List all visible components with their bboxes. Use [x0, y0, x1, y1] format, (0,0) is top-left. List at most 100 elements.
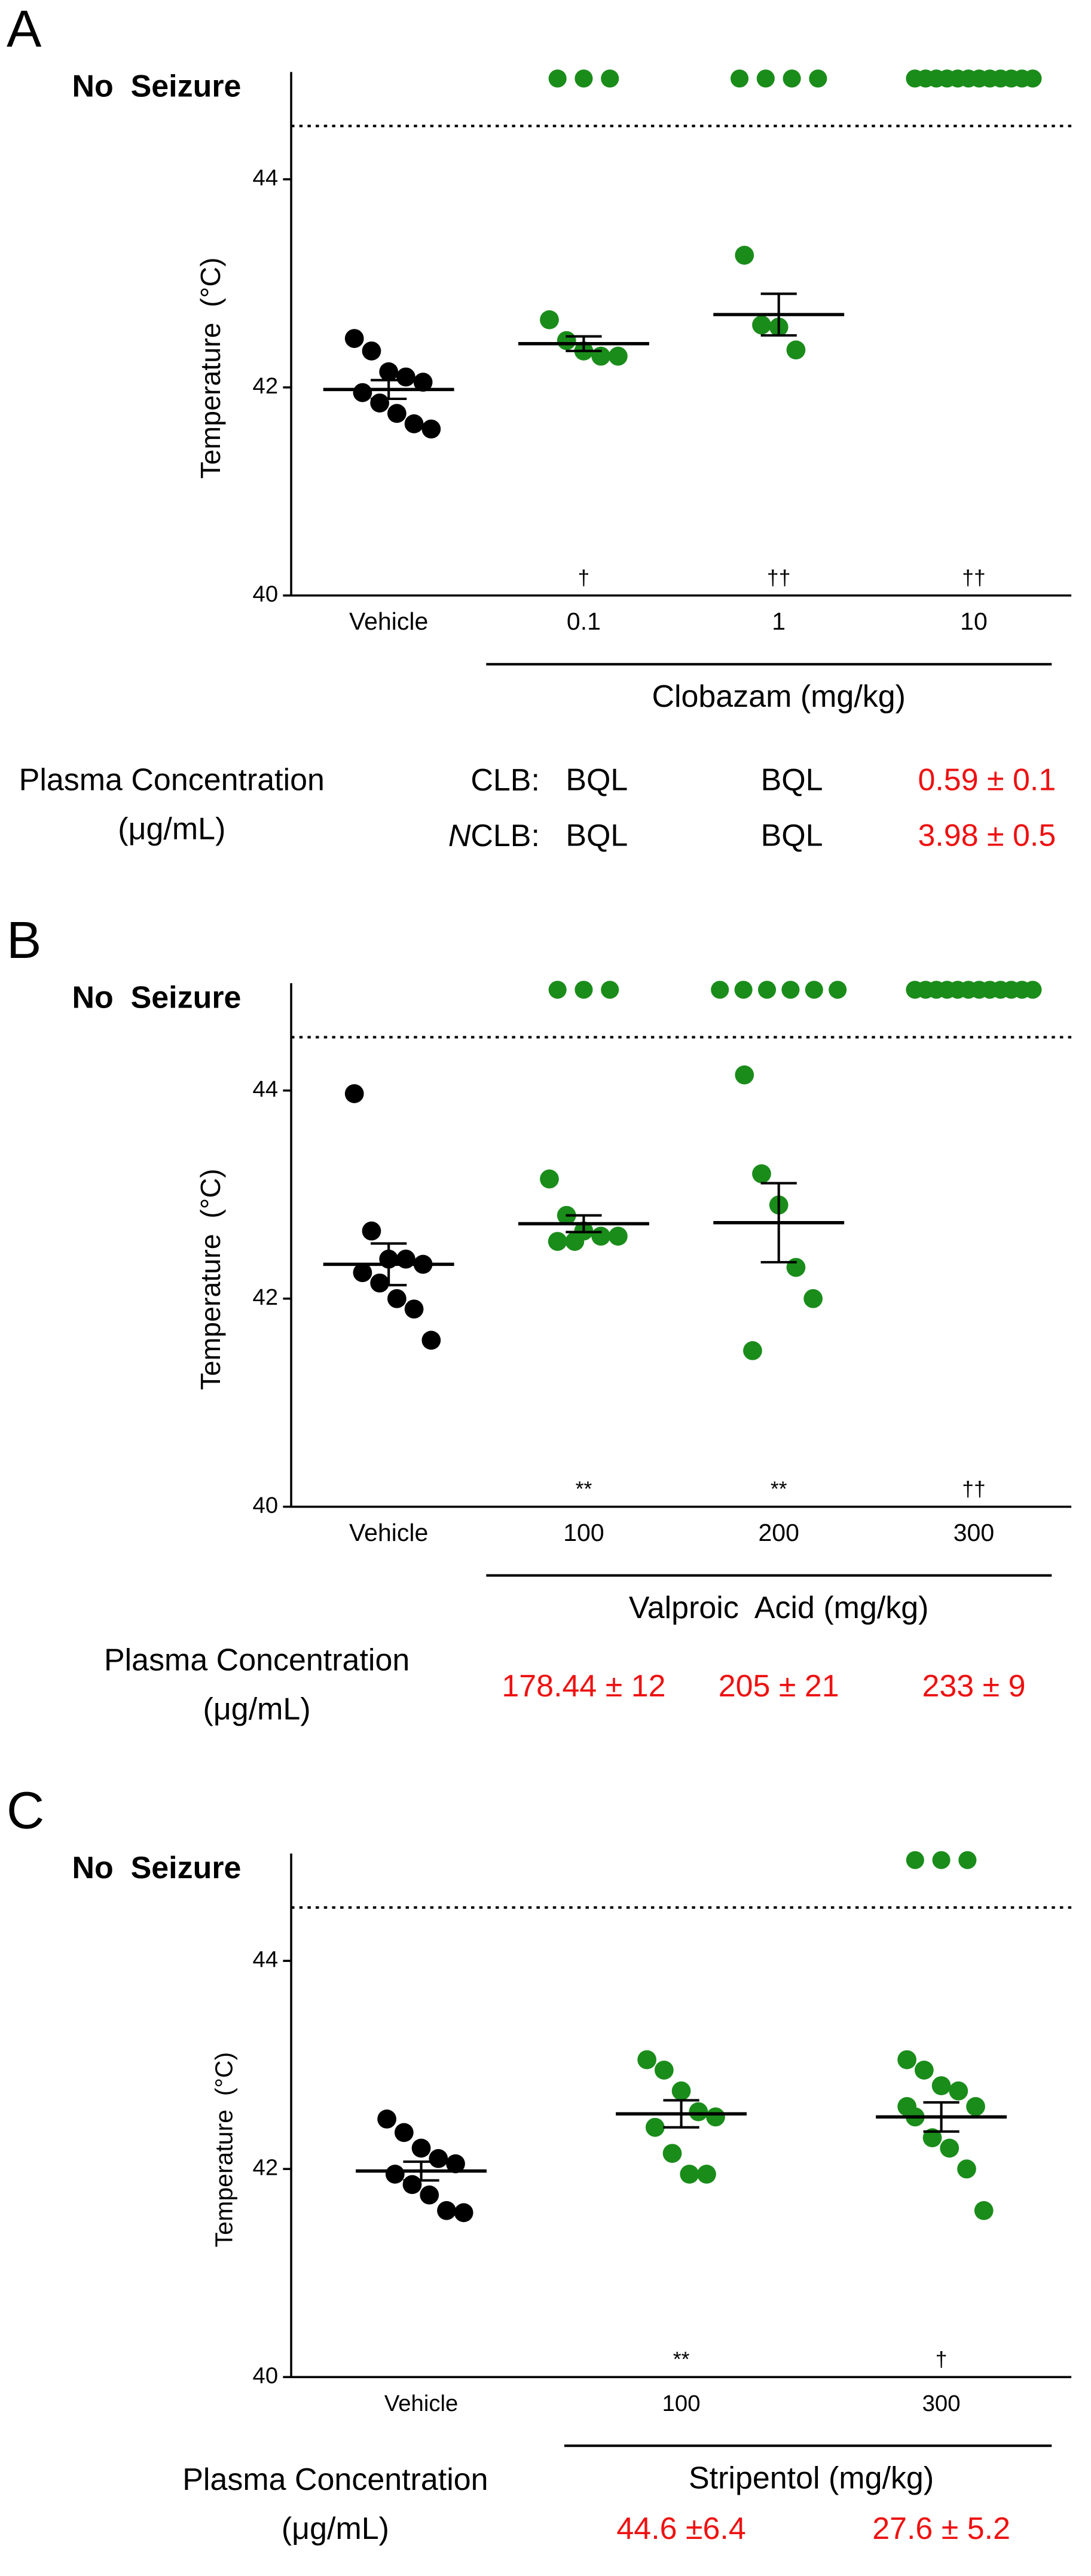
x-tick-label: 0.1 — [567, 608, 601, 635]
no-seizure-point — [601, 69, 619, 88]
panel-letter: A — [7, 0, 42, 58]
x-tick-label: 300 — [922, 2391, 961, 2416]
data-point — [421, 1330, 441, 1350]
data-point — [957, 2159, 976, 2179]
data-point — [786, 1258, 806, 1277]
sem-bar — [403, 2160, 439, 2182]
data-point — [353, 383, 372, 402]
drug-label: Valproic Acid (mg/kg) — [629, 1591, 929, 1625]
data-point — [421, 419, 441, 439]
data-point — [540, 1169, 559, 1189]
significance: † — [578, 566, 590, 590]
plasma-value: BQL — [761, 763, 823, 798]
x-tick-label: 1 — [772, 608, 786, 635]
data-point — [645, 2117, 665, 2137]
plasma-unit: (μg/mL) — [118, 812, 225, 847]
x-tick-label: 200 — [758, 1519, 799, 1546]
no-seizure-point — [731, 69, 749, 88]
significance: ** — [673, 2347, 690, 2371]
y-tick-label: 44 — [253, 1076, 279, 1102]
sem-bar — [566, 1214, 602, 1234]
y-axis-label: Temperature (°C) — [210, 2052, 237, 2247]
data-point — [637, 2050, 656, 2070]
data-point — [370, 1273, 390, 1293]
no-seizure-point — [601, 981, 619, 999]
plasma-row-prefix: N — [448, 819, 471, 853]
data-point — [662, 2144, 682, 2163]
plasma-value: BQL — [566, 819, 628, 853]
significance: †† — [962, 1477, 986, 1501]
sem-bar — [371, 1242, 407, 1287]
significance: ** — [576, 1477, 592, 1501]
plasma-value: 3.98 ± 0.5 — [918, 819, 1056, 853]
data-point — [370, 393, 390, 413]
data-point — [735, 246, 754, 265]
data-point — [385, 2165, 405, 2184]
data-point — [591, 1226, 611, 1246]
no-seizure-point — [574, 69, 593, 88]
x-tick-label: Vehicle — [349, 608, 428, 635]
y-tick-label: 40 — [253, 1493, 279, 1518]
significance: ** — [771, 1477, 787, 1501]
data-point — [429, 2149, 448, 2168]
data-point — [671, 2081, 691, 2101]
data-point — [680, 2165, 699, 2184]
data-point — [591, 346, 611, 366]
plasma-label: Plasma Concentration — [104, 1643, 409, 1677]
sem-bar — [371, 379, 407, 401]
significance: †† — [767, 566, 791, 590]
x-tick-label: 100 — [563, 1519, 604, 1546]
data-point — [420, 2185, 439, 2205]
x-tick-label: 10 — [960, 608, 988, 635]
data-point — [752, 315, 771, 335]
x-tick-label: Vehicle — [349, 1519, 428, 1546]
plasma-label: Plasma Concentration — [19, 763, 325, 798]
data-point — [803, 1289, 823, 1308]
sem-bar — [566, 335, 602, 353]
no-seizure-label: No Seizure — [72, 69, 241, 103]
data-point — [743, 1341, 762, 1360]
no-seizure-point — [757, 981, 777, 999]
data-point — [548, 1232, 567, 1251]
data-point — [362, 341, 381, 361]
plasma-value: 0.59 ± 0.1 — [918, 763, 1056, 798]
plasma-row-name-text: CLB: — [470, 819, 540, 853]
data-point — [404, 1299, 424, 1319]
panel-letter: C — [7, 1781, 44, 1839]
data-point — [974, 2201, 994, 2220]
plasma-row-name: NCLB: — [448, 819, 540, 853]
no-seizure-point — [734, 981, 753, 999]
no-seizure-point — [906, 1851, 924, 1869]
data-point — [689, 2102, 708, 2122]
data-point — [344, 329, 364, 348]
no-seizure-point — [805, 981, 823, 999]
panel-letter: B — [7, 911, 41, 969]
plasma-value: 44.6 ±6.4 — [616, 2511, 745, 2546]
no-seizure-point — [958, 1851, 977, 1869]
plasma-unit: (μg/mL) — [203, 1692, 311, 1727]
data-point — [897, 2050, 917, 2070]
data-point — [454, 2203, 473, 2223]
data-point — [396, 367, 415, 387]
data-point — [344, 1084, 364, 1103]
plasma-value: 178.44 ± 12 — [502, 1669, 665, 1704]
plasma-row-name-text: CLB: — [470, 763, 540, 798]
significance: † — [936, 2347, 948, 2371]
data-point — [697, 2165, 716, 2184]
data-point — [411, 2138, 431, 2158]
no-seizure-point — [783, 69, 801, 88]
data-point — [752, 1164, 771, 1183]
data-point — [706, 2107, 725, 2127]
sem-bar — [760, 292, 797, 337]
significance: †† — [962, 566, 986, 590]
no-seizure-point — [829, 981, 847, 999]
plasma-value: BQL — [761, 819, 823, 853]
data-point — [609, 1226, 628, 1246]
no-seizure-point — [1023, 69, 1042, 88]
no-seizure-point — [809, 69, 827, 88]
data-point — [922, 2128, 942, 2147]
y-tick-label: 44 — [253, 165, 279, 191]
data-point — [387, 404, 407, 423]
